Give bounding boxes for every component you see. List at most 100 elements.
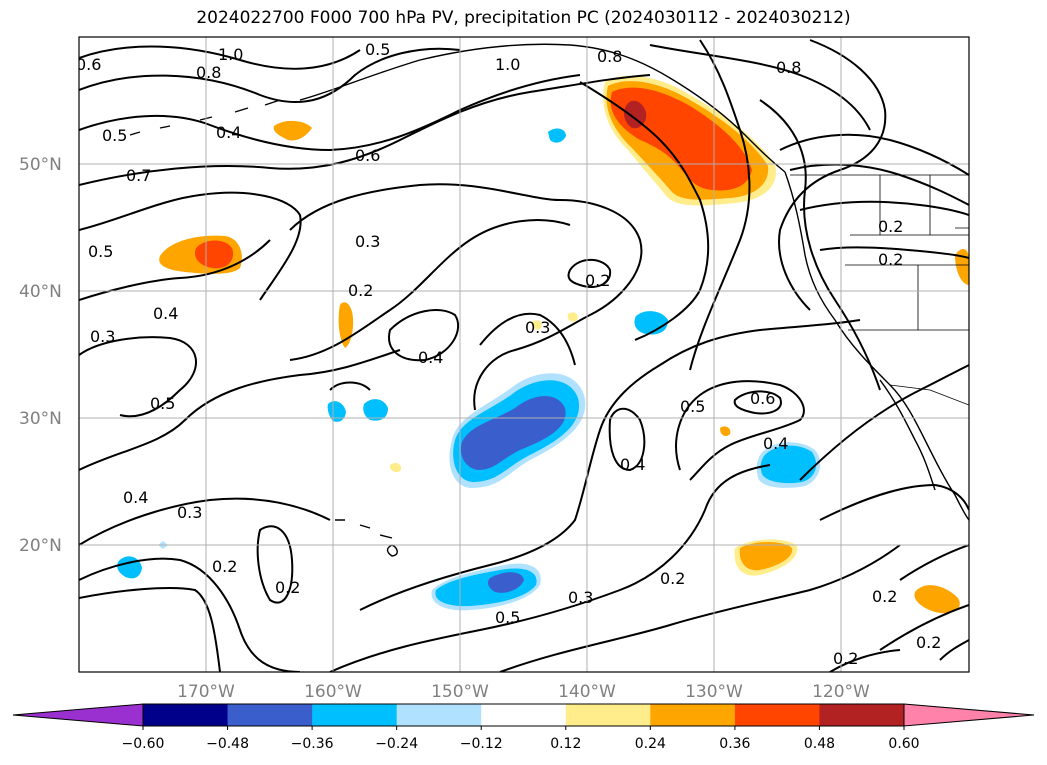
lon-label: 150°W: [431, 682, 489, 702]
contour-line: [79, 336, 197, 418]
contour-label: 0.2: [878, 250, 903, 269]
contour-line: [899, 544, 969, 581]
contour-label: 0.3: [90, 327, 115, 346]
anomaly-positive-small: [273, 120, 312, 141]
pv-contours: [79, 39, 969, 672]
contour-label: 0.2: [872, 587, 897, 606]
contour-line: [479, 312, 576, 366]
anomaly-negative-east: [760, 445, 817, 484]
plot-frame: [78, 36, 970, 673]
contour-line: [567, 258, 612, 288]
colorbar-segment: [819, 704, 905, 726]
contour-line: [388, 309, 460, 362]
lon-labels: 170°W 160°W 150°W 140°W 130°W 120°W: [177, 682, 870, 702]
contour-label: 0.3: [355, 232, 380, 251]
contour-line: [499, 544, 901, 672]
contour-line: [819, 483, 969, 521]
contour-label: 1.0: [218, 45, 243, 64]
borders: [790, 174, 969, 406]
contour-line: [79, 47, 461, 103]
anomaly-positive-small: [567, 312, 578, 322]
contour-line: [289, 219, 571, 361]
contour-line: [649, 44, 871, 131]
colorbar-segment: [143, 704, 229, 726]
contour-label: 0.2: [585, 271, 610, 290]
colorbar-tick-label: 0.48: [804, 736, 835, 752]
contour-label: 0.5: [102, 126, 127, 145]
contour-label: 0.5: [365, 40, 390, 59]
contour-line: [289, 183, 643, 411]
coastline-hawaii: [335, 519, 398, 557]
contour-line: [608, 407, 646, 472]
contour-label: 0.3: [177, 503, 202, 522]
contour-line: [939, 639, 969, 661]
contour-labels: 1.0 0.6 0.8 0.5 1.0 0.8 0.8 0.4 0.5 0.6 …: [76, 40, 941, 668]
contour-label: 0.4: [153, 304, 178, 323]
anomaly-negative-south: [487, 572, 524, 593]
contour-label: 0.2: [212, 557, 237, 576]
lon-label: 130°W: [685, 682, 743, 702]
contour-label: 0.5: [495, 608, 520, 627]
contour-label: 0.6: [750, 389, 775, 408]
contour-line: [675, 380, 805, 481]
contour-line: [79, 191, 302, 301]
contour-label: 0.4: [216, 123, 241, 142]
contour-line: [79, 586, 221, 672]
colorbar-tick-label: −0.60: [122, 736, 165, 752]
contour-line: [359, 319, 861, 611]
contour-line: [759, 99, 881, 391]
anomaly-positive-small: [531, 320, 542, 330]
lat-label: 30°N: [19, 409, 62, 429]
anomaly-positive-small: [720, 426, 731, 436]
coastline-na-west: [784, 171, 969, 521]
colorbar-tick-label: 0.60: [888, 736, 919, 752]
contour-label: 0.6: [76, 55, 101, 74]
colorbar-tick-label: −0.36: [291, 736, 334, 752]
contour-label: 1.0: [495, 55, 520, 74]
contour-line: [799, 364, 969, 481]
contour-label: 0.5: [680, 397, 705, 416]
contour-line: [79, 45, 361, 70]
colorbar-segment: [481, 704, 567, 726]
anomaly-negative-small: [363, 399, 388, 421]
lat-label: 40°N: [19, 282, 62, 302]
contour-line: [79, 74, 651, 186]
contour-label: 0.4: [620, 455, 645, 474]
border-us-mexico: [889, 384, 969, 406]
coastline-baja: [879, 379, 936, 491]
contour-line: [689, 39, 751, 371]
contour-label: 0.8: [196, 63, 221, 82]
anomaly-negative-central: [460, 396, 566, 470]
contour-label: 0.4: [418, 348, 443, 367]
contour-label: 0.4: [123, 488, 148, 507]
contour-line: [879, 604, 969, 651]
colorbar-segment: [565, 704, 651, 726]
contour-line: [779, 133, 969, 176]
contour-label: 0.3: [568, 588, 593, 607]
anomaly-positive-small: [389, 462, 402, 473]
coastline-alaska: [299, 43, 786, 173]
contour-label: 0.3: [525, 318, 550, 337]
contour-line: [79, 74, 581, 152]
contour-line: [799, 200, 969, 216]
border-state: [845, 175, 969, 331]
contour-line: [829, 649, 901, 672]
contour-line: [256, 525, 294, 604]
contour-line: [733, 390, 782, 415]
contour-label: 0.8: [597, 47, 622, 66]
colorbar-tick-label: 0.12: [550, 736, 581, 752]
colorbar-tick-label: −0.48: [206, 736, 249, 752]
contour-line: [329, 464, 771, 672]
colorbar: −0.60 −0.48 −0.36 −0.24 −0.12 0.12 0.24 0.36 0.4…: [12, 703, 1035, 752]
lat-labels: 50°N 40°N 30°N 20°N: [19, 155, 62, 556]
colorbar-extend-min: [12, 703, 144, 727]
figure-title: 2024022700 F000 700 hPa PV, precipitatio…: [196, 8, 851, 28]
contour-label: 0.7: [126, 166, 151, 185]
colorbar-segment: [650, 704, 736, 726]
lon-label: 170°W: [177, 682, 235, 702]
anomaly-positive-small: [914, 585, 960, 614]
lon-label: 120°W: [812, 682, 870, 702]
contour-line: [79, 349, 401, 471]
contour-line: [819, 246, 969, 259]
